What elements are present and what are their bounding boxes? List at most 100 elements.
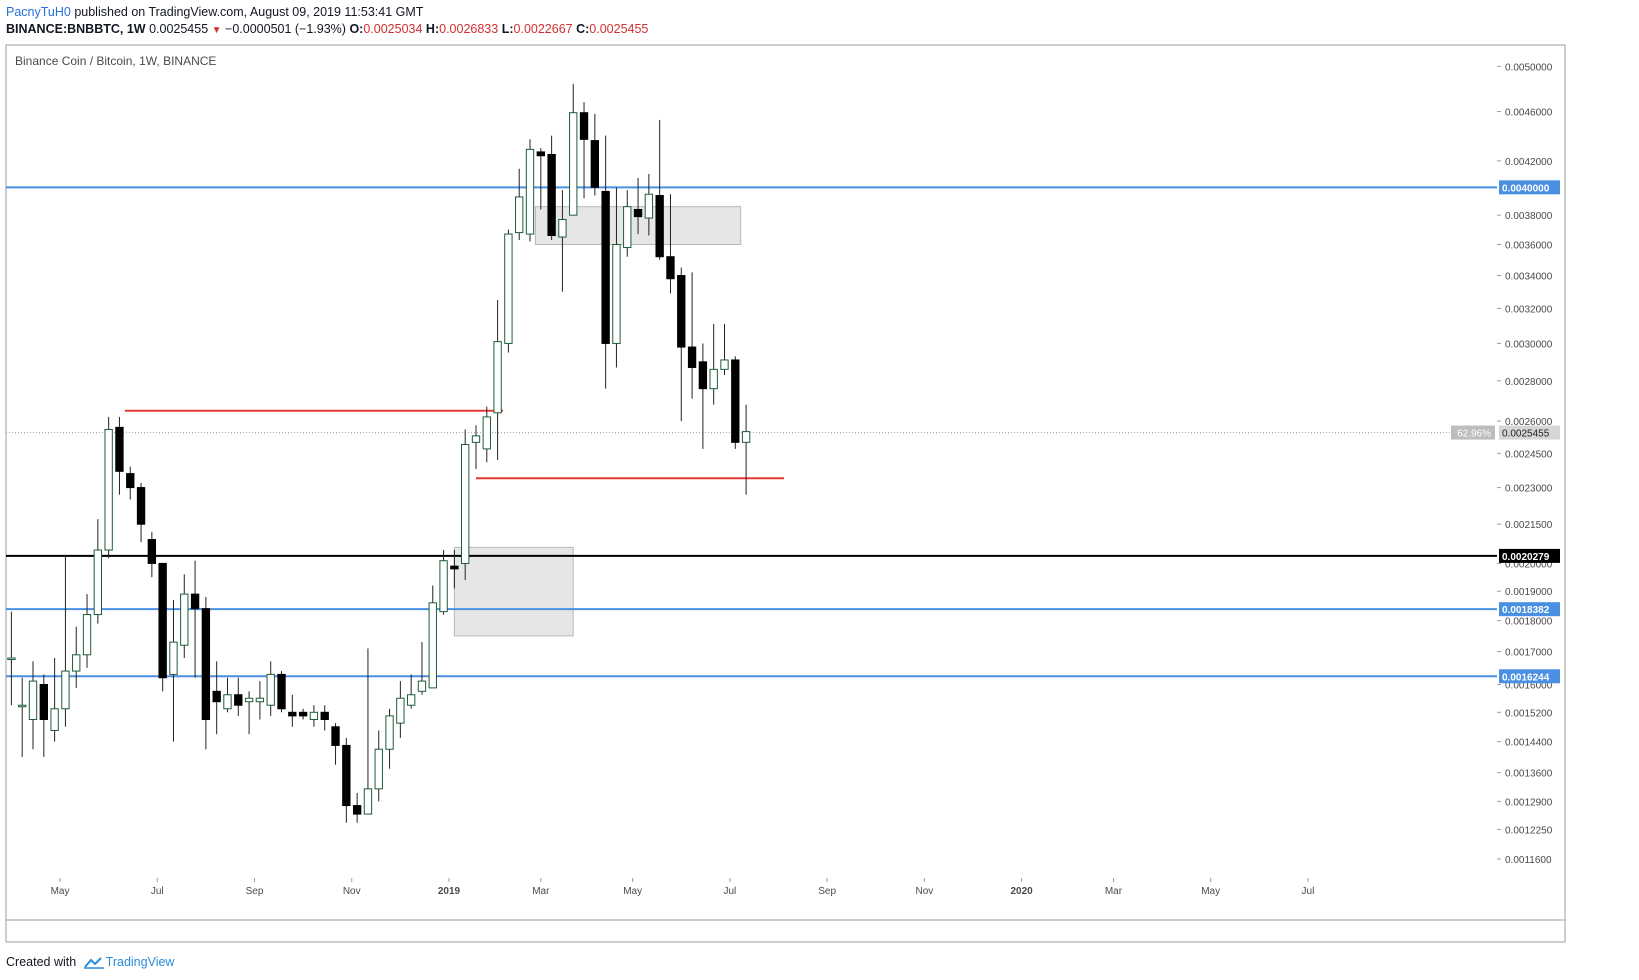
candle-body-up [525,148,535,235]
candle [515,168,524,241]
tradingview-logo-icon [83,956,104,969]
candle-body-up [223,694,232,710]
candle [687,272,697,399]
level-tag-label: 0.0016244 [1502,672,1550,683]
candle-body-up [72,654,81,672]
candle-body-down [39,683,48,721]
candle-body-down [288,711,297,717]
candle-body-down [450,565,459,570]
candle [244,691,254,735]
candle [212,661,221,735]
y-tick-label: 0.0026000 [1505,417,1553,428]
candle-body-up [623,206,632,249]
candle [93,519,103,624]
candle-body-up [93,549,103,616]
down-arrow-icon: ▼ [211,25,222,36]
author-link[interactable]: PacnyTuH0 [6,5,71,19]
y-tick-label: 0.0015200 [1505,708,1553,719]
footer: Created with TradingView [6,955,174,969]
y-tick-label: 0.0012250 [1505,825,1553,836]
candle [352,792,362,823]
candle [547,135,556,241]
y-tick-label: 0.0013600 [1505,769,1553,780]
candle [190,560,200,678]
level-tag-label: 0.0018382 [1502,605,1550,616]
candle [7,611,16,706]
level-tag-label: 0.0040000 [1502,183,1550,194]
level-tag-bg [1499,669,1560,684]
candle-body-down [666,256,675,280]
last-price: 0.0025455 [149,22,209,36]
candle-body-up [482,416,491,450]
candle [309,705,319,727]
y-tick-label: 0.0024500 [1505,449,1553,460]
candle [126,466,135,500]
zone-box-1 [453,546,574,637]
candle [396,681,405,738]
candle [255,681,265,720]
candle-body-down [655,195,664,258]
candle [158,562,167,692]
open-value: 0.0025034 [363,22,423,36]
candle [363,648,373,815]
candle-body-up [406,694,416,706]
candle-body-down [158,562,167,679]
candle-body-down [115,426,124,472]
low-label: L: [501,22,514,36]
candle-body-down [136,487,146,525]
candle [504,229,513,353]
candle [601,135,610,389]
candle [482,406,491,463]
candle [731,356,740,449]
candle-body-up [255,697,265,703]
candle-body-up [385,715,394,750]
candle [18,677,27,757]
candle-body-up [309,711,319,721]
candle-body-up [363,788,373,815]
y-tick-label: 0.0032000 [1505,304,1553,315]
candle-body-down [212,690,221,703]
candle [569,83,578,216]
level-tag-label: 0.0020279 [1502,552,1550,563]
candle [720,323,729,376]
candle-body-up [741,431,751,443]
publish-line: PacnyTuH0 published on TradingView.com, … [6,4,648,21]
x-tick-label: Mar [1105,886,1123,897]
candle-body-down [147,539,157,564]
candle-body-up [504,233,513,344]
chart-header: PacnyTuH0 published on TradingView.com, … [6,4,648,39]
candle-body-up [709,368,718,390]
candle-body-down [698,361,708,390]
open-label: O: [349,22,364,36]
low-value: 0.0022667 [513,22,573,36]
price-axis: 0.0050000 0.0046000 0.0042000 0.0038000 0.00… [1497,62,1553,866]
percent-tag-label: 62.96% [1457,429,1491,440]
candle [28,661,38,750]
y-tick-label: 0.0030000 [1505,339,1553,350]
high-value: 0.0026833 [439,22,499,36]
candle [439,550,448,615]
candle [677,267,686,422]
tradingview-brand-link[interactable]: TradingView [105,955,175,969]
candle-body-up [28,680,38,721]
x-tick-label: Jul [723,886,736,897]
candle [374,730,383,802]
time-axis: May Jul Sep Nov 2019 Mar May Jul Sep Nov 2020 Mar Ma… [51,878,1314,897]
candle [266,661,275,716]
candle-body-up [558,218,567,238]
candle-body-up [569,112,578,216]
candle-body-down [277,673,286,710]
candle [623,190,632,257]
candle-body-down [677,275,686,348]
candle-body-up [82,614,92,656]
y-tick-label: 0.0019000 [1505,587,1553,598]
candle-body-down [126,473,135,489]
levels-layer [6,186,1497,678]
candle [147,531,157,578]
candle [277,671,286,713]
created-with-text: Created with [6,955,77,969]
x-tick-label: May [623,886,642,897]
candle [698,343,708,449]
candle-body-up [720,359,729,370]
